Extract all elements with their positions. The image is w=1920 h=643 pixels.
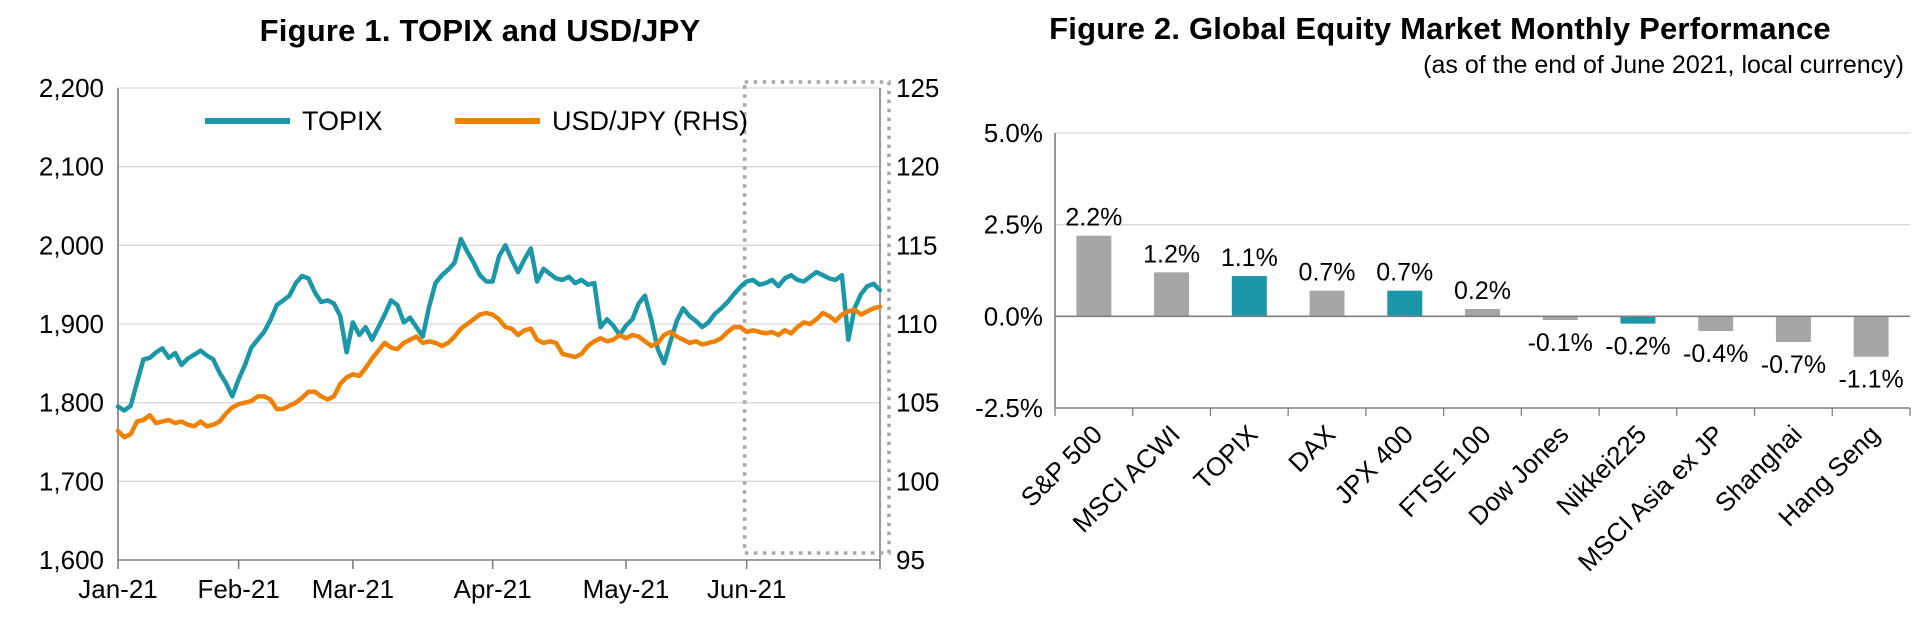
usdjpy-series-line xyxy=(115,304,883,440)
y-axis-tick-label: 2.5% xyxy=(984,210,1043,240)
topix-series-line xyxy=(115,236,883,413)
left-axis-tick-label: 1,600 xyxy=(39,545,104,575)
left-axis-tick-label: 2,100 xyxy=(39,152,104,182)
june-period-highlight-box xyxy=(742,80,891,555)
bar-value-label: -0.4% xyxy=(1683,340,1748,368)
left-axis-tick-label: 1,700 xyxy=(39,466,104,496)
right-axis-tick-label: 100 xyxy=(896,466,939,496)
figure2-header: Figure 2. Global Equity Market Monthly P… xyxy=(960,0,1920,88)
x-axis-tick-label: Mar-21 xyxy=(312,574,394,604)
bar-nikkei225 xyxy=(1620,316,1656,324)
bar-ftse-100 xyxy=(1465,309,1500,317)
x-axis-tick-label: Feb-21 xyxy=(197,574,279,604)
x-axis-tick-label: Apr-21 xyxy=(454,574,532,604)
figure1-plot-area: 1,600 1,700 1,800 1,900 2,000 2,100 2,200 95 100… xyxy=(39,73,939,604)
right-axis-tick-label: 105 xyxy=(896,388,939,418)
y-axis-tick-label: 0.0% xyxy=(984,301,1043,331)
bar-value-label: -1.1% xyxy=(1838,366,1903,394)
category-label: DAX xyxy=(1282,419,1341,478)
left-axis-tick-label: 1,900 xyxy=(39,309,104,339)
figure2-title: Figure 2. Global Equity Market Monthly P… xyxy=(1049,11,1831,46)
left-axis-tick-label: 1,800 xyxy=(39,388,104,418)
bar-value-label: 0.7% xyxy=(1299,259,1356,287)
bar-value-label: -0.2% xyxy=(1605,333,1670,361)
y-axis-tick-label: -2.5% xyxy=(975,393,1043,423)
legend-label: USD/JPY (RHS) xyxy=(552,106,748,136)
bar-hang-seng xyxy=(1853,316,1889,357)
x-axis-tick-label: Jan-21 xyxy=(78,574,158,604)
category-label: TOPIX xyxy=(1188,419,1264,495)
bar-jpx-400 xyxy=(1387,290,1423,317)
right-axis-tick-label: 110 xyxy=(896,309,937,339)
right-axis-tick-label: 95 xyxy=(896,545,925,575)
bar-value-label: 0.7% xyxy=(1376,259,1433,287)
category-label: MSCI Asia ex JP xyxy=(1572,419,1730,577)
figure1-line-chart: 1,600 1,700 1,800 1,900 2,000 2,100 2,200 95 100… xyxy=(39,73,939,604)
y-axis-tick-label: 5.0% xyxy=(984,118,1043,148)
bar-shanghai xyxy=(1775,316,1811,342)
bar-dax xyxy=(1309,290,1345,317)
figure1-title: Figure 1. TOPIX and USD/JPY xyxy=(259,13,701,48)
bar-topix xyxy=(1231,276,1267,317)
bar-value-label: 1.2% xyxy=(1143,240,1200,268)
figure2-global-equity-performance: Figure 2. Global Equity Market Monthly P… xyxy=(960,0,1920,643)
bar-dow-jones xyxy=(1542,316,1578,320)
legend-label: TOPIX xyxy=(302,106,383,136)
bar-value-label: 1.1% xyxy=(1221,244,1278,272)
left-axis-tick-label: 2,000 xyxy=(39,230,104,260)
figure1-topix-usdjpy: Figure 1. TOPIX and USD/JPY 1,600 1,700 1,… xyxy=(39,13,939,604)
bar-s-p-500 xyxy=(1076,235,1112,317)
bar-value-label: -0.7% xyxy=(1761,351,1826,379)
right-axis-tick-label: 125 xyxy=(896,73,939,103)
figure2-subtitle: (as of the end of June 2021, local curre… xyxy=(1423,51,1904,79)
bar-value-label: -0.1% xyxy=(1528,329,1593,357)
right-axis-tick-label: 120 xyxy=(896,152,939,182)
bar-value-label: 2.2% xyxy=(1065,204,1122,232)
left-axis-tick-label: 2,200 xyxy=(39,73,104,103)
bar-msci-acwi xyxy=(1154,272,1190,317)
bar-msci-asia-ex-jp xyxy=(1698,316,1734,331)
right-axis-tick-label: 115 xyxy=(896,230,937,260)
x-axis-tick-label: May-21 xyxy=(583,574,670,604)
bar-value-label: 0.2% xyxy=(1454,277,1511,305)
x-axis-tick-label: Jun-21 xyxy=(707,574,787,604)
